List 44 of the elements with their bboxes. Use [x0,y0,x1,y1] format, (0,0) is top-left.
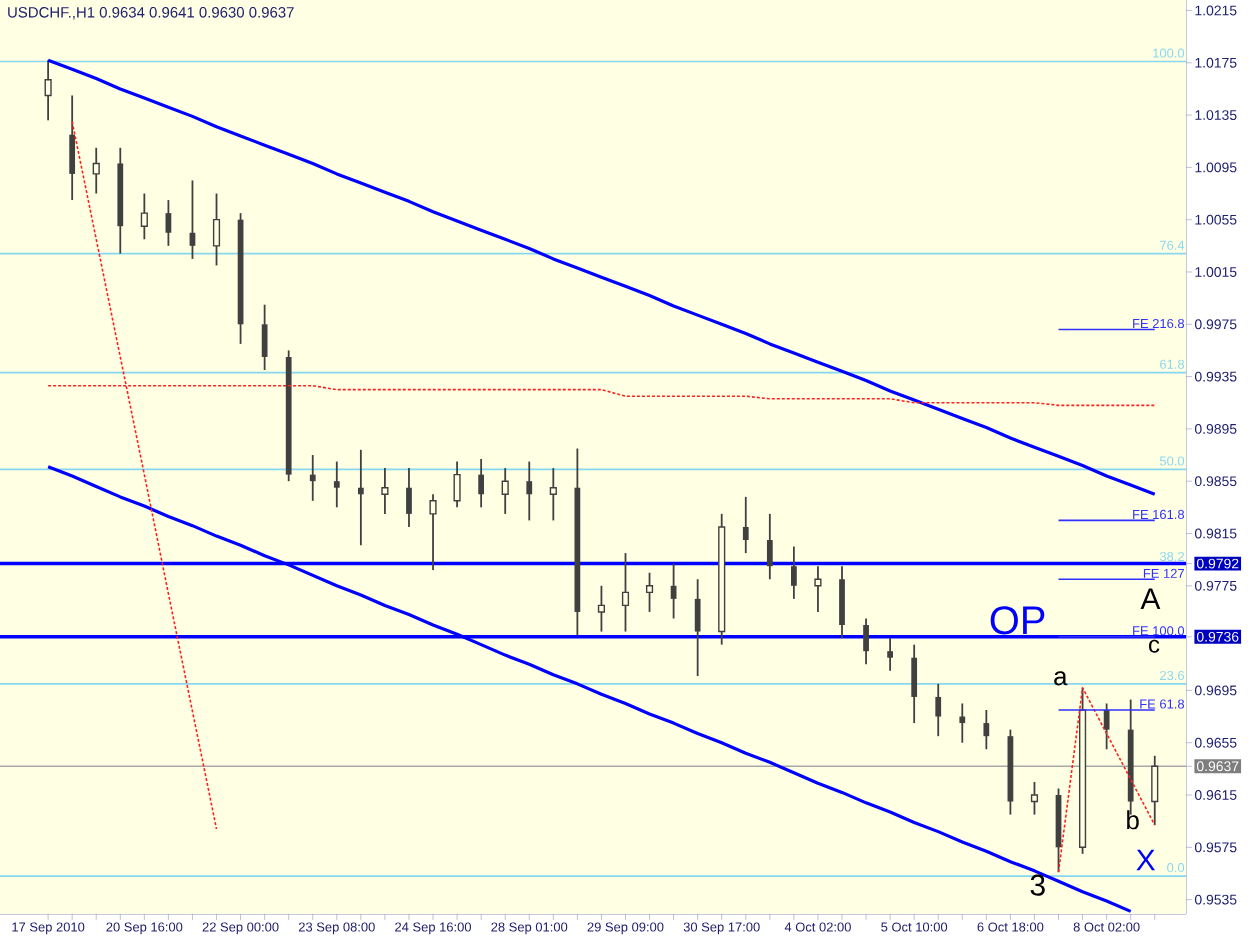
candlestick [621,552,630,633]
candlestick [406,467,412,528]
line-series [46,58,1157,496]
candlestick [333,460,340,509]
annotation: a [1054,671,1068,686]
candlestick [212,192,221,267]
candlestick [501,467,509,515]
candlestick [887,637,893,672]
candlestick [69,94,76,201]
candlestick [526,460,533,522]
candlestick [839,565,845,639]
candlestick [935,682,942,738]
candlestick [453,460,461,509]
candlestick [911,643,918,724]
candlestick [863,617,869,666]
candlestick [549,467,557,522]
line-series [1057,686,1156,873]
candlestick [381,467,389,515]
annotation: A [1140,588,1161,609]
candlestick [983,709,990,751]
candlestick [742,495,749,555]
candlestick [791,545,797,600]
annotation: X [1136,849,1156,871]
candlestick [597,584,606,633]
candlestick [694,578,701,677]
candlestick [478,458,485,509]
annotation: b [1127,810,1139,830]
candlestick [1151,754,1159,826]
candlestick [766,512,773,581]
candlestick [309,454,316,502]
annotation: 3 [1030,874,1045,896]
candlestick [814,565,822,613]
candlestick [959,702,966,744]
annotation: OP [990,606,1045,635]
candlestick [140,192,148,241]
candlestick [429,493,437,572]
candlestick [44,59,52,122]
candlestick [645,571,654,613]
candlestick [92,146,100,195]
candlestick [357,448,364,547]
candlestick [261,303,268,371]
candlestick [1030,781,1039,816]
candlestick [1103,702,1110,751]
annotation: c [1149,639,1160,653]
